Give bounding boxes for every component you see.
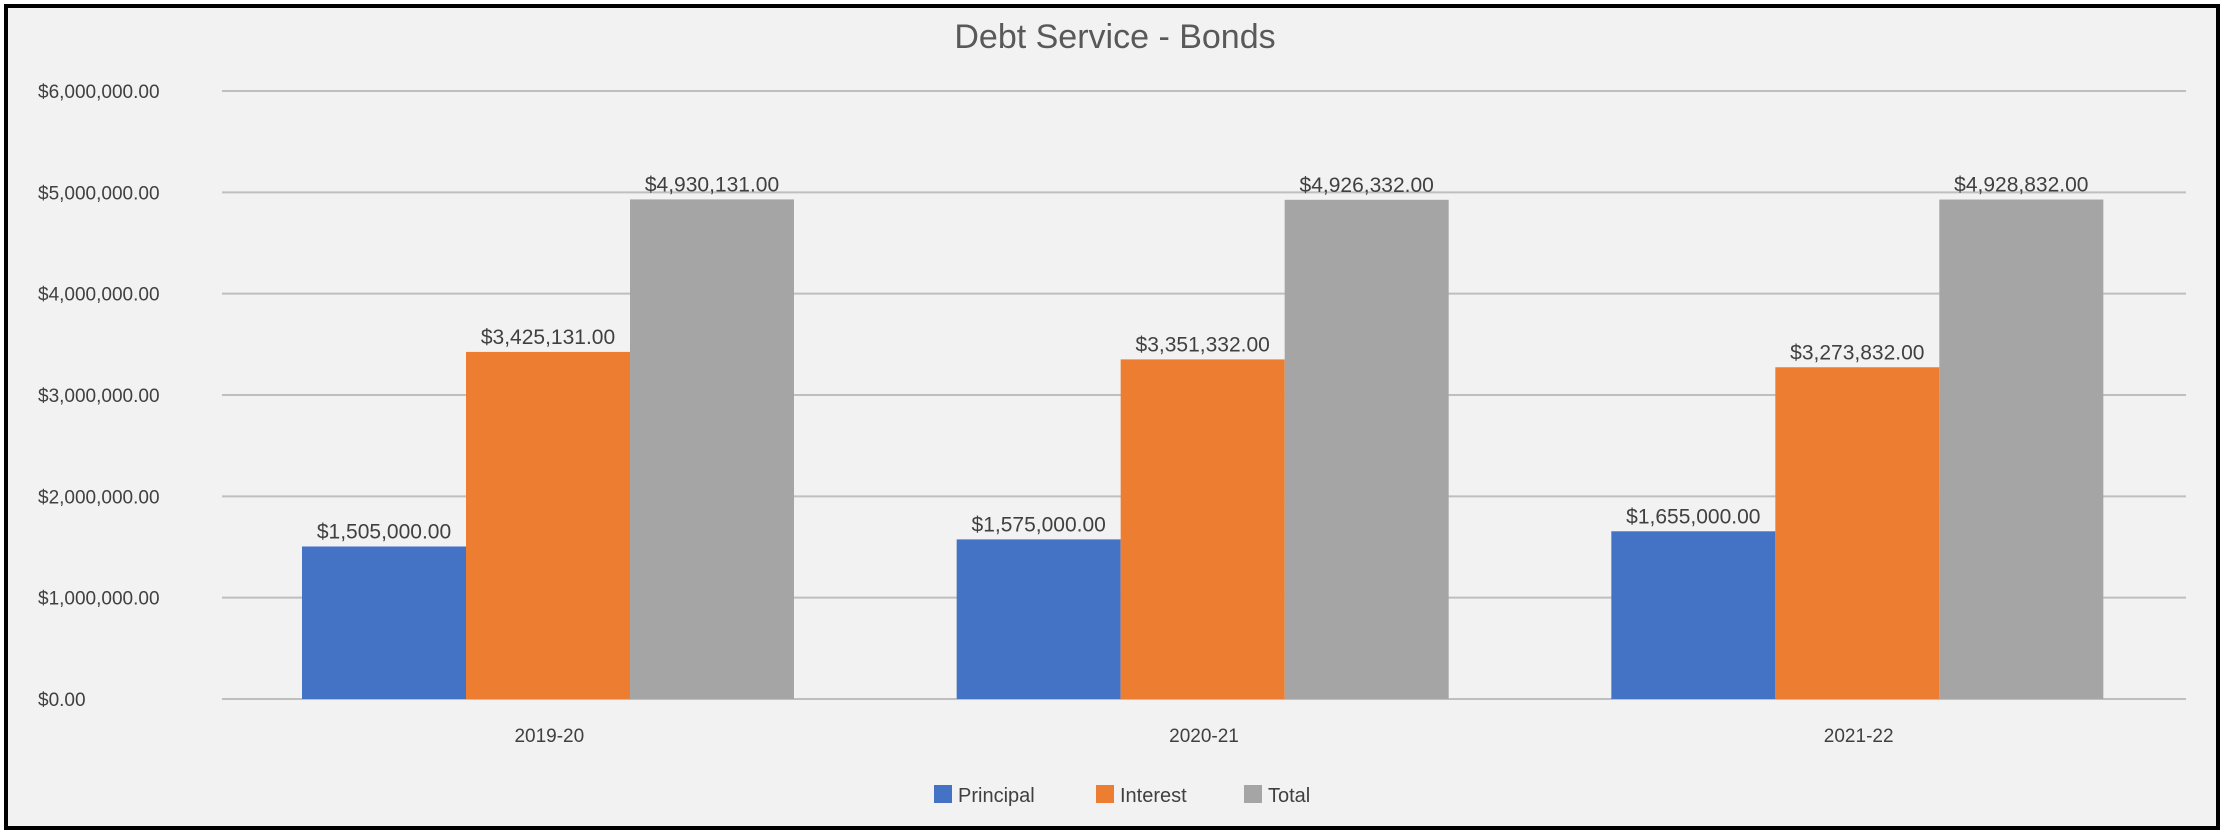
legend-swatch-principal (934, 785, 952, 803)
x-axis-ticks: 2019-20 2020-21 2021-22 (514, 726, 1893, 747)
data-label-total-2019-20: $4,930,131.00 (645, 173, 779, 196)
legend-swatch-total (1244, 785, 1262, 803)
y-tick-label: $3,000,000.00 (38, 386, 160, 407)
data-label-interest-2020-21: $3,351,332.00 (1136, 333, 1270, 356)
legend: Principal Interest Total (934, 785, 1310, 807)
x-tick-label: 2019-20 (514, 726, 584, 747)
bar-interest-2021-22 (1775, 367, 1940, 699)
y-tick-label: $0.00 (38, 690, 86, 711)
y-tick-label: $1,000,000.00 (38, 589, 160, 610)
bar-total-2020-21 (1284, 199, 1449, 700)
bar-interest-2019-20 (466, 351, 630, 699)
x-tick-label: 2021-22 (1824, 726, 1894, 747)
bar-principal-2019-20 (302, 546, 466, 699)
data-label-interest-2019-20: $3,425,131.00 (481, 326, 615, 349)
data-labels: $1,505,000.00 $3,425,131.00 $4,930,131.00 $… (317, 173, 2089, 543)
bar-principal-2020-21 (956, 539, 1121, 699)
x-tick-label: 2020-21 (1169, 726, 1239, 747)
bars (302, 199, 2104, 700)
legend-label-total: Total (1268, 785, 1310, 807)
legend-label-interest: Interest (1120, 785, 1187, 807)
y-tick-label: $6,000,000.00 (38, 82, 160, 103)
bar-interest-2020-21 (1120, 359, 1285, 699)
y-tick-label: $5,000,000.00 (38, 183, 160, 204)
data-label-principal-2021-22: $1,655,000.00 (1626, 505, 1760, 528)
legend-label-principal: Principal (958, 785, 1035, 807)
bar-total-2021-22 (1939, 199, 2104, 699)
bar-total-2019-20 (630, 199, 794, 699)
y-tick-label: $2,000,000.00 (38, 487, 160, 508)
chart-title: Debt Service - Bonds (954, 18, 1275, 56)
data-label-total-2020-21: $4,926,332.00 (1300, 174, 1434, 197)
y-tick-label: $4,000,000.00 (38, 285, 160, 306)
bar-principal-2021-22 (1611, 531, 1776, 699)
data-label-total-2021-22: $4,928,832.00 (1954, 174, 2088, 197)
data-label-principal-2020-21: $1,575,000.00 (972, 513, 1106, 536)
data-label-principal-2019-20: $1,505,000.00 (317, 520, 451, 543)
data-label-interest-2021-22: $3,273,832.00 (1790, 341, 1924, 364)
y-axis-ticks: $0.00 $1,000,000.00 $2,000,000.00 $3,000,00… (38, 82, 160, 711)
legend-swatch-interest (1096, 785, 1114, 803)
